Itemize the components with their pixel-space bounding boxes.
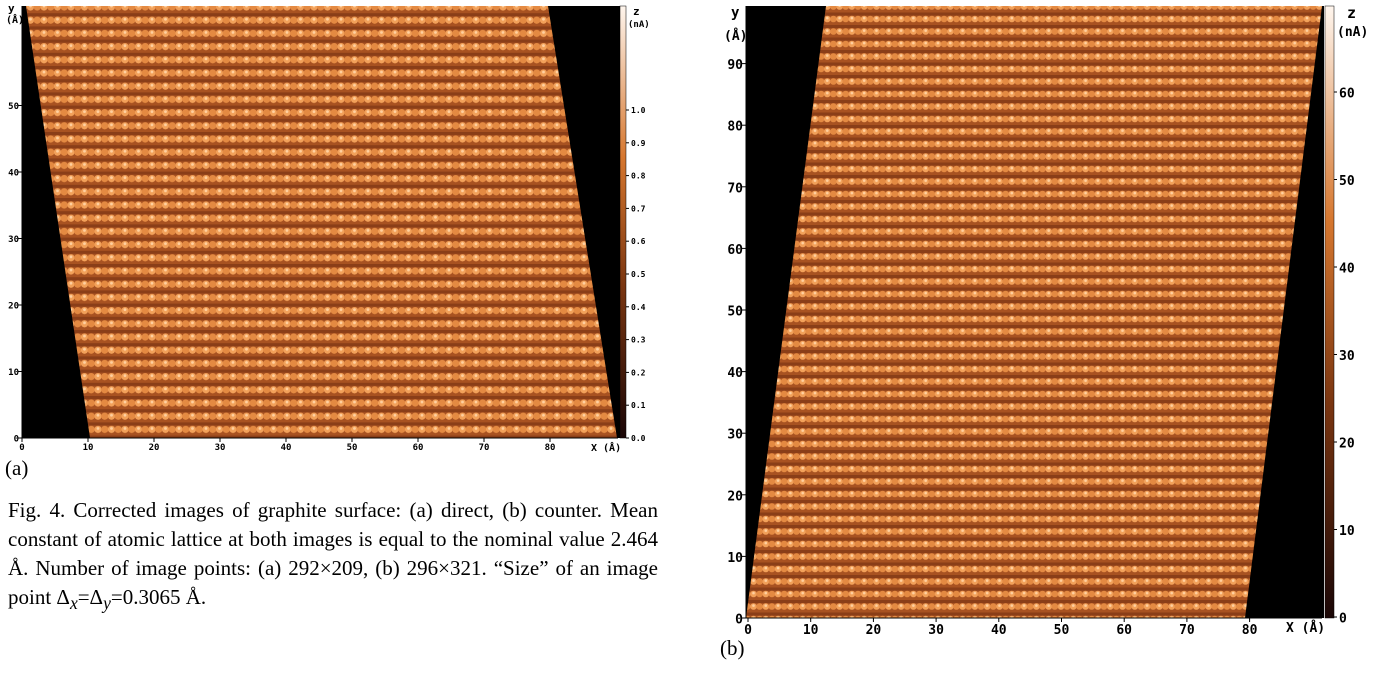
panel-b-atomic-lattice-image [746,6,1322,618]
panel-b-y-tick-label: 30 [727,428,743,443]
panel-a-y-tick-label: 50 [8,102,19,112]
panel-b-colorbar-tick-label: 10 [1339,524,1355,539]
panel-a-x-tick-label: 40 [281,443,292,453]
panel-a-x-tick-label: 60 [413,443,424,453]
panel-b-x-axis-label: X (Å) [1286,620,1325,636]
panel-b-y-axis-label: y [731,5,740,21]
panel-a-y-tick-label: 20 [8,302,19,312]
panel-b-x-tick-label: 80 [1242,623,1258,638]
panel-a-colorbar-tick-label: 0.5 [631,270,646,279]
panel-a-x-tick-label: 80 [545,443,556,453]
panel-b-y-axis-unit: (Å) [724,28,747,44]
panel-a-colorbar-tick-label: 0.8 [631,172,646,181]
panel-a-x-tick-label: 20 [149,443,160,453]
caption-subscript-y: y [103,593,111,614]
panel-a-colorbar-tick-label: 0.2 [631,368,646,377]
panel-b-colorbar-unit: (nA) [1337,25,1368,40]
panel-b: 0 10 20 30 40 50 60 70 80 0 10 20 30 40 50 60 70 80 90 0 1… [724,4,1368,638]
panel-a-colorbar-tick-label: 0.9 [631,139,646,148]
panel-b-colorbar-tick-label: 30 [1339,349,1355,364]
panel-b-colorbar-label: z [1347,4,1356,22]
panel-a-colorbar-tick-label: 0.3 [631,336,646,345]
panel-a-colorbar-unit: (nA) [628,20,650,30]
panel-a-y-tick-label: 10 [8,368,19,378]
panel-b-x-tick-label: 10 [803,623,819,638]
panel-a-x-tick-label: 50 [347,443,358,453]
panel-b-y-tick-label: 80 [727,120,743,135]
panel-a-y-axis-label: y [8,2,15,15]
panel-b-x-tick-label: 0 [744,623,752,638]
panel-b-x-tick-label: 70 [1179,623,1195,638]
panel-a-x-tick-label: 0 [19,443,24,453]
panel-b-y-tick-label: 0 [735,613,743,628]
panel-b-y-tick-label: 70 [727,181,743,196]
panel-b-colorbar-tick-label: 60 [1339,87,1355,102]
figure-caption: Fig. 4. Corrected images of graphite sur… [8,496,658,618]
panel-a-x-axis-label: X (Å) [591,441,621,454]
panel-a-colorbar [619,5,627,439]
panel-a-colorbar-tick-label: 0.0 [631,434,646,443]
panel-a-y-tick-label: 30 [8,235,19,245]
panel-a-atomic-lattice-image [26,6,617,438]
panel-a-colorbar-tick-label: 1.0 [631,106,646,115]
panel-a-colorbar-tick-label: 0.1 [631,401,646,410]
panel-b-x-tick-label: 50 [1054,623,1070,638]
panel-a-y-tick-label: 0 [14,435,19,445]
panel-b-colorbar-tick-label: 0 [1339,612,1347,627]
caption-mid: =Δ [77,585,104,609]
panel-a-x-tick-label: 70 [479,443,490,453]
panel-b-colorbar [1324,5,1335,619]
panel-b-y-tick-label: 60 [727,243,743,258]
panel-a-y-tick-label: 40 [8,169,19,179]
panel-b-colorbar-tick-label: 20 [1339,437,1355,452]
panel-a-colorbar-tick-label: 0.7 [631,204,646,213]
panel-b-y-tick-label: 90 [727,58,743,73]
panel-b-x-tick-label: 40 [991,623,1007,638]
caption-subscript-x: x [69,593,78,614]
caption-suffix: =0.3065 Å. [110,585,207,609]
panel-b-label: (b) [720,636,745,660]
panel-a-y-axis-unit: (Å) [6,13,24,26]
panel-a-x-tick-label: 10 [83,443,94,453]
panel-b-colorbar-tick-label: 40 [1339,262,1355,277]
panel-a-colorbar-label: z [633,5,640,18]
panel-a-x-tick-label: 30 [215,443,226,453]
panel-a: 0 10 20 30 40 50 60 70 80 0 10 20 30 40 50 0.0 0.1 0.2 0… [6,2,650,454]
caption-text: Fig. 4. Corrected images of graphite sur… [8,498,658,609]
panel-b-y-tick-label: 10 [727,551,743,566]
panel-b-x-tick-label: 30 [928,623,944,638]
panel-b-y-tick-label: 20 [727,489,743,504]
panel-b-x-tick-label: 60 [1116,623,1132,638]
panel-a-colorbar-tick-label: 0.6 [631,237,646,246]
panel-a-colorbar-tick-label: 0.4 [631,303,646,312]
panel-b-colorbar-tick-label: 50 [1339,174,1355,189]
panel-b-y-tick-label: 40 [727,366,743,381]
panel-b-x-tick-label: 20 [866,623,882,638]
panel-a-label: (a) [5,456,29,480]
panel-b-y-tick-label: 50 [727,305,743,320]
